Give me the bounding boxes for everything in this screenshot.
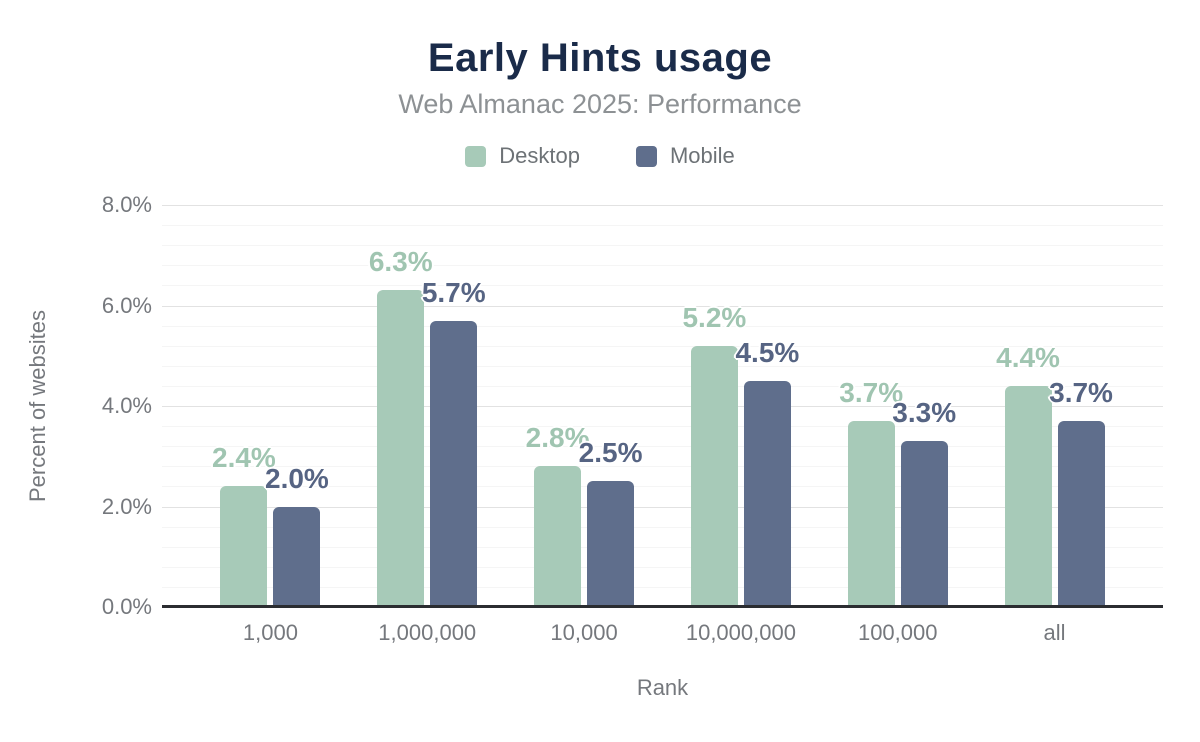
- bar-groups: 2.4% 2.0% 6.3% 5.7% 2.8% 2.5% 5.2% 4.5% 3.7% 3.3%…: [162, 205, 1163, 607]
- value-label-desktop-10-000: 2.8%: [525, 422, 590, 454]
- gridline-minor: [162, 446, 1163, 448]
- value-label-mobile-10-000: 2.5%: [578, 437, 643, 469]
- value-label-desktop-all: 4.4%: [996, 341, 1060, 373]
- bar-desktop-all: 4.4%: [996, 342, 1060, 607]
- y-tick-label: 6.0%: [101, 292, 152, 318]
- legend-item-mobile: Mobile: [635, 143, 735, 169]
- x-category-label: 10,000: [550, 620, 618, 645]
- gridline-major: [162, 205, 1163, 206]
- gridline-minor: [162, 586, 1163, 588]
- x-category-label: 100,000: [857, 620, 938, 645]
- y-tick-label: 8.0%: [101, 192, 152, 217]
- legend-item-desktop: Desktop: [465, 143, 580, 169]
- x-axis-categories: 1,000 1,000,000 10,000 10,000,000 100,000 all: [162, 620, 1163, 646]
- value-label-mobile-1-000: 2.0%: [264, 462, 329, 494]
- plot-area: 2.4% 2.0% 6.3% 5.7% 2.8% 2.5% 5.2% 4.5% 3.7% 3.3%…: [162, 205, 1163, 607]
- y-tick-label: 0.0%: [101, 594, 152, 619]
- value-label-mobile-100-000: 3.3%: [892, 397, 957, 429]
- bar-group-1-000: 2.4% 2.0%: [192, 205, 349, 607]
- x-axis-line: [162, 605, 1163, 608]
- bar-group-all: 4.4% 3.7%: [976, 205, 1133, 607]
- gridline-minor: [162, 486, 1163, 488]
- x-category-label: 1,000: [242, 620, 298, 645]
- x-category-label: 1,000,000: [378, 620, 477, 645]
- bar-desktop-1-000: 2.4%: [212, 442, 276, 607]
- gridline-minor: [162, 325, 1163, 327]
- bar-mobile-1-000-000: 5.7%: [422, 277, 486, 607]
- gridline-major: [162, 406, 1163, 407]
- value-label-desktop-1-000: 2.4%: [211, 442, 276, 474]
- gridline-minor: [162, 345, 1163, 347]
- gridline-minor: [162, 426, 1163, 428]
- value-label-mobile-all: 3.7%: [1049, 377, 1113, 409]
- bar-group-10-000: 2.8% 2.5%: [506, 205, 663, 607]
- legend-swatch-desktop: [465, 145, 487, 167]
- value-label-mobile-10-000-000: 4.5%: [735, 336, 800, 368]
- chart-subtitle: Web Almanac 2025: Performance: [398, 89, 802, 119]
- bar-group-10-000-000: 5.2% 4.5%: [662, 205, 819, 607]
- gridline-minor: [162, 566, 1163, 568]
- value-label-mobile-1-000-000: 5.7%: [421, 276, 486, 308]
- gridline-minor: [162, 365, 1163, 367]
- gridline-minor: [162, 385, 1163, 387]
- bar-mobile-10-000: 2.5%: [579, 437, 642, 607]
- x-category-label: all: [1043, 620, 1066, 645]
- y-tick-label: 4.0%: [101, 393, 152, 418]
- bar-desktop-1-000-000: 6.3%: [369, 246, 433, 607]
- bar-mobile-100-000: 3.3%: [892, 397, 956, 607]
- gridline-minor: [162, 546, 1163, 548]
- bar-mobile-10-000-000: 4.5%: [735, 337, 799, 607]
- chart-title: Early Hints usage: [427, 36, 773, 80]
- bar-group-100-000: 3.7% 3.3%: [819, 205, 976, 607]
- gridline-minor: [162, 285, 1163, 287]
- legend-label: Desktop: [499, 143, 580, 168]
- x-category-label: 10,000,000: [685, 620, 796, 645]
- legend: Desktop Mobile: [0, 143, 1200, 169]
- bar-desktop-10-000-000: 5.2%: [682, 302, 746, 607]
- gridline-minor: [162, 245, 1163, 247]
- bar-mobile-1-000: 2.0%: [265, 463, 329, 607]
- y-tick-label: 2.0%: [101, 493, 152, 519]
- gridline-minor: [162, 225, 1163, 227]
- y-axis-ticks: 0.0% 2.0% 4.0% 6.0% 8.0%: [0, 194, 152, 618]
- bar-group-1-000-000: 6.3% 5.7%: [349, 205, 506, 607]
- gridline-major: [162, 305, 1163, 307]
- value-label-desktop-10-000-000: 5.2%: [682, 301, 747, 333]
- gridline-minor: [162, 265, 1163, 267]
- x-axis-title: Rank: [636, 675, 689, 700]
- bar-desktop-10-000: 2.8%: [526, 422, 589, 607]
- gridline-minor: [162, 466, 1163, 468]
- legend-label: Mobile: [669, 143, 735, 168]
- bar-mobile-all: 3.7%: [1049, 377, 1113, 607]
- value-label-desktop-1-000-000: 6.3%: [368, 246, 433, 278]
- value-label-desktop-100-000: 3.7%: [839, 377, 904, 409]
- bar-desktop-100-000: 3.7%: [839, 377, 903, 607]
- gridline-major: [162, 506, 1163, 508]
- gridline-minor: [162, 526, 1163, 528]
- legend-swatch-mobile: [635, 145, 657, 167]
